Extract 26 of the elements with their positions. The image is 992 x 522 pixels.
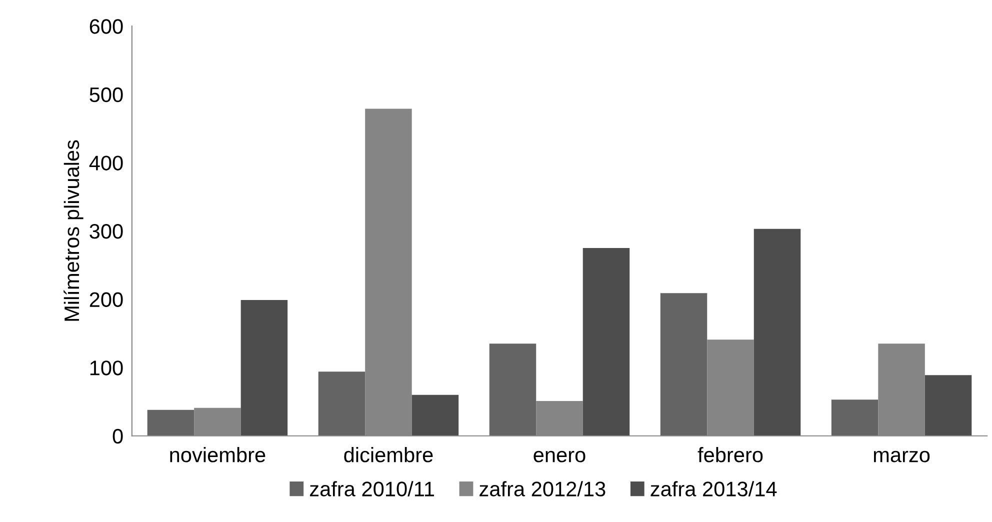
bar (318, 372, 366, 436)
bar (147, 410, 194, 436)
y-tick-label: 200 (90, 292, 123, 308)
legend-label: zafra 2010/11 (310, 481, 434, 496)
bar (489, 344, 536, 436)
bar (240, 300, 288, 436)
legend-label: zafra 2013/14 (650, 481, 777, 496)
x-tick-label: febrero (698, 446, 763, 462)
x-tick-label: noviembre (170, 446, 266, 462)
y-tick-label: 600 (90, 19, 123, 34)
x-tick-label: marzo (874, 450, 930, 462)
bar (924, 375, 972, 436)
y-tick-label: 500 (90, 87, 123, 102)
y-tick-label: 300 (90, 224, 123, 239)
y-tick-label: 400 (89, 156, 123, 170)
y-axis-title: Milímetros plivuales (64, 140, 84, 321)
legend-label: zafra 2012/13 (480, 481, 606, 496)
y-tick-label: 0 (112, 428, 123, 444)
y-tick-label: 100 (90, 360, 123, 376)
bar (582, 248, 630, 436)
x-tick-label: enero (534, 450, 586, 462)
x-tick-label: diciembre (344, 446, 433, 462)
bar (412, 394, 459, 436)
bar (660, 293, 708, 436)
bar (831, 400, 878, 436)
bar (754, 228, 801, 436)
